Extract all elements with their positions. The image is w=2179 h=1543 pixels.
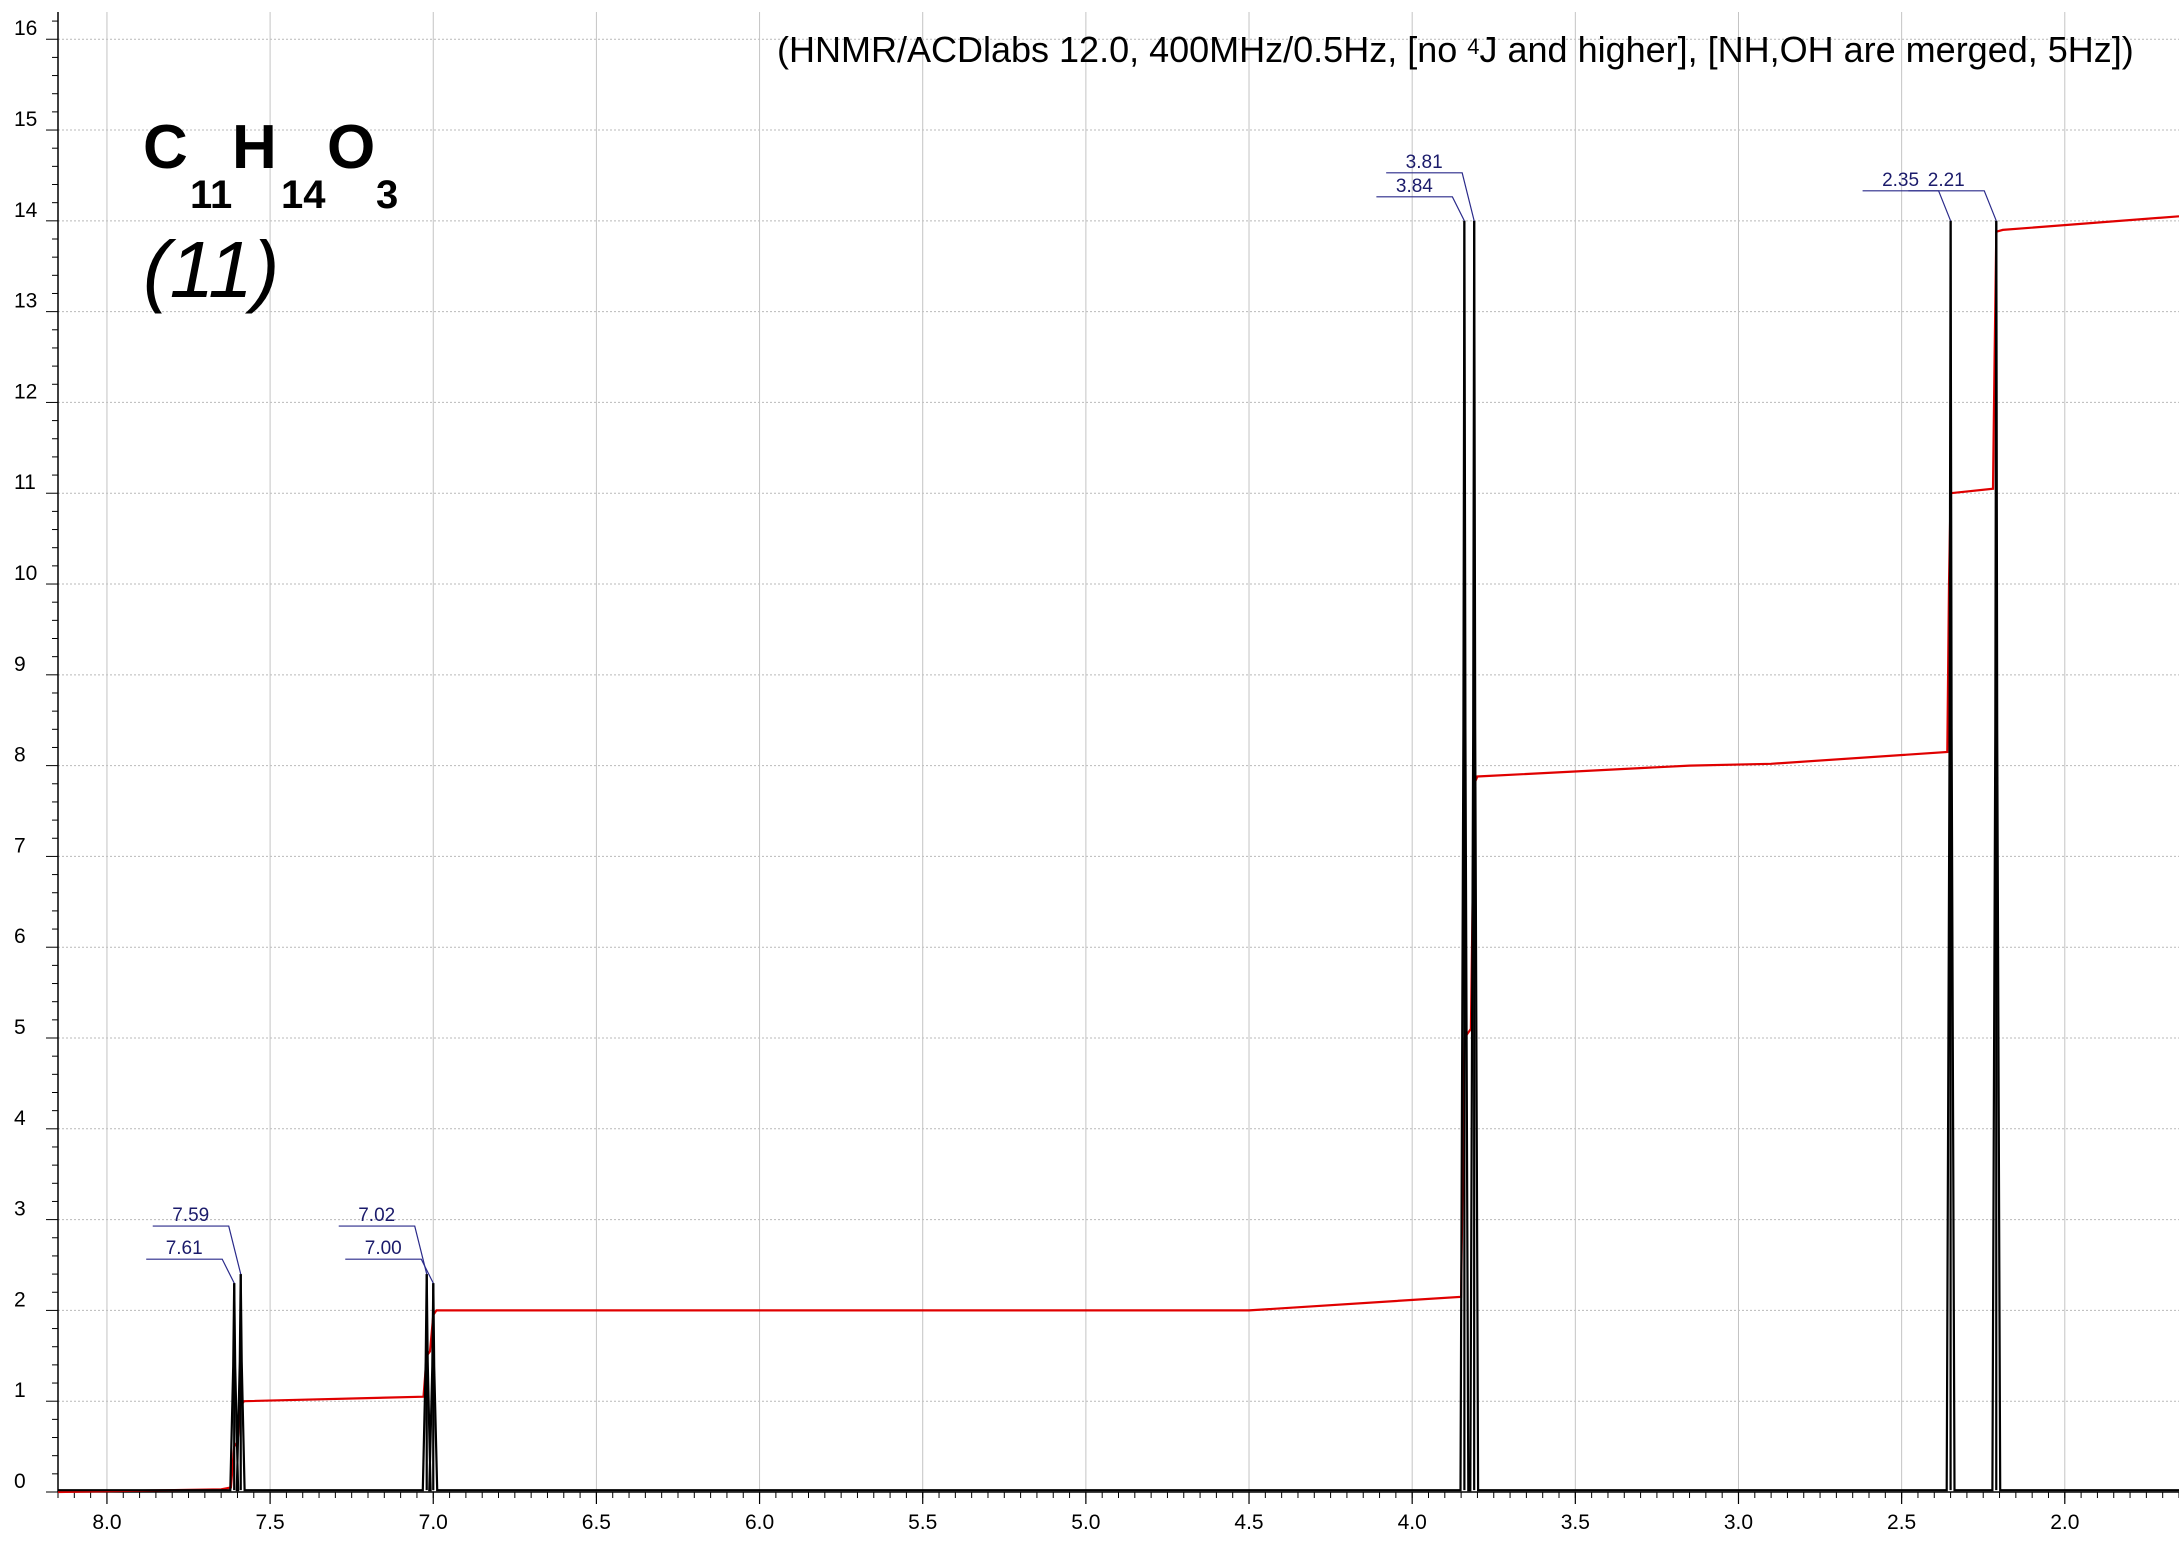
- x-tick-label-4.5: 4.5: [1234, 1511, 1263, 1534]
- compound-number: (11): [143, 225, 279, 314]
- peak-label-7.02: 7.02: [358, 1205, 395, 1226]
- header-text-before: (HNMR/ACDlabs 12.0, 400MHz/0.5Hz, [no: [777, 29, 1467, 70]
- peak-label-2.21: 2.21: [1928, 170, 1965, 191]
- x-tick-label-5.0: 5.0: [1071, 1511, 1100, 1534]
- peak-leader-3.84: [1376, 196, 1465, 222]
- y-tick-label-15: 15: [14, 108, 37, 131]
- y-tick-label-4: 4: [14, 1107, 26, 1130]
- y-tick-label-13: 13: [14, 290, 37, 313]
- integral-curve: [57, 215, 2179, 1494]
- peaks-layer: [57, 220, 2179, 1492]
- peak-label-7.00: 7.00: [365, 1238, 402, 1259]
- y-tick-label-8: 8: [14, 744, 26, 767]
- peak-leader-7.00: [345, 1258, 434, 1284]
- x-tick-label-2.5: 2.5: [1887, 1511, 1916, 1534]
- formula-count-o: 3: [376, 173, 398, 217]
- grid: [58, 12, 2179, 1492]
- molecular-formula: C 11 H 14 O 3: [143, 113, 398, 217]
- x-tick-label-8.0: 8.0: [92, 1511, 121, 1534]
- x-tick-label-6.0: 6.0: [745, 1511, 774, 1534]
- integral-layer: [57, 215, 2179, 1494]
- acquisition-header: (HNMR/ACDlabs 12.0, 400MHz/0.5Hz, [no 4J…: [777, 29, 2134, 70]
- peak-label-7.61: 7.61: [166, 1238, 203, 1259]
- formula-element-c: C: [143, 113, 188, 182]
- y-tick-label-1: 1: [14, 1379, 26, 1402]
- formula-count-c: 11: [190, 173, 232, 217]
- peak-leader-2.35: [1862, 190, 1952, 222]
- x-tick-label-4.0: 4.0: [1398, 1511, 1427, 1534]
- peak-label-7.59: 7.59: [172, 1205, 209, 1226]
- x-tick-label-3.5: 3.5: [1561, 1511, 1590, 1534]
- x-tick-label-6.5: 6.5: [582, 1511, 611, 1534]
- peak-leader-3.81: [1386, 172, 1475, 221]
- peak-leader-7.59: [152, 1225, 242, 1275]
- peak-leader-2.21: [1908, 190, 1997, 222]
- y-tick-label-16: 16: [14, 17, 37, 40]
- peak-label-3.81: 3.81: [1406, 152, 1443, 173]
- y-tick-label-2: 2: [14, 1288, 26, 1311]
- formula-element-o: O: [327, 113, 375, 182]
- y-tick-label-10: 10: [14, 562, 37, 585]
- y-tick-label-3: 3: [14, 1198, 26, 1221]
- peak-leader-7.02: [338, 1225, 428, 1275]
- header-superscript: 4: [1467, 34, 1479, 59]
- header-text-after: J and higher], [NH,OH are merged, 5Hz]): [1480, 29, 2134, 70]
- spectrum-trace: [57, 220, 2179, 1492]
- y-tick-label-5: 5: [14, 1016, 26, 1039]
- x-tick-label-2.0: 2.0: [2050, 1511, 2079, 1534]
- peak-label-2.35: 2.35: [1882, 170, 1919, 191]
- y-tick-label-12: 12: [14, 380, 37, 403]
- formula-count-h: 14: [281, 173, 326, 217]
- y-tick-label-11: 11: [14, 471, 36, 494]
- x-tick-label-5.5: 5.5: [908, 1511, 937, 1534]
- formula-element-h: H: [232, 113, 277, 182]
- y-tick-label-6: 6: [14, 925, 26, 948]
- y-tick-label-9: 9: [14, 653, 26, 676]
- y-tick-label-0: 0: [14, 1470, 26, 1493]
- x-tick-label-7.5: 7.5: [255, 1511, 284, 1534]
- x-tick-label-3.0: 3.0: [1724, 1511, 1753, 1534]
- peak-label-3.84: 3.84: [1396, 176, 1433, 197]
- y-tick-label-14: 14: [14, 199, 38, 222]
- peak-labels-layer: 7.59 7.61 7.02 7.00 3.81 3.84 2.35 2.21: [146, 152, 1997, 1284]
- x-tick-label-7.0: 7.0: [419, 1511, 448, 1534]
- y-tick-label-7: 7: [14, 834, 26, 857]
- peak-leader-7.61: [146, 1258, 235, 1284]
